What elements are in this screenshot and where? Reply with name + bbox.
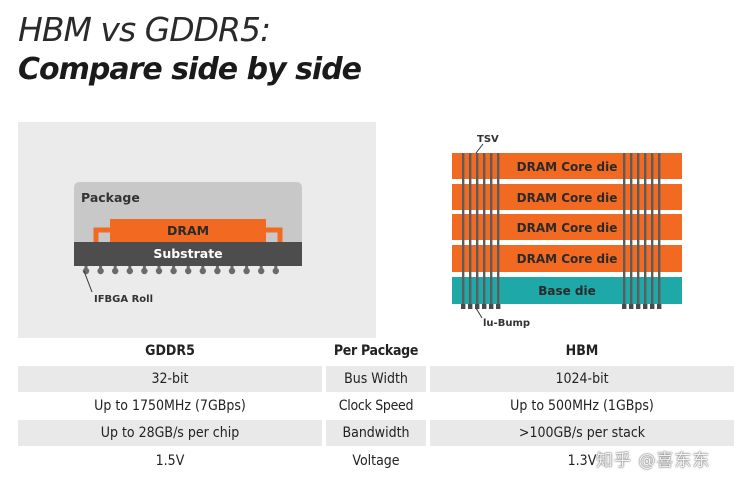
- tsv-line: [490, 153, 493, 306]
- solder-ball: [228, 267, 236, 275]
- solder-ball-leg: [142, 266, 146, 269]
- label-clock-speed: Clock Speed: [326, 393, 426, 419]
- solder-ball-leg: [113, 266, 117, 269]
- micro-bump: [636, 304, 641, 309]
- header-per-package: Per Package: [326, 338, 426, 364]
- gddr5-bus-width: 32-bit: [18, 366, 322, 392]
- solder-ball: [272, 267, 279, 275]
- solder-ball: [82, 267, 90, 275]
- dram-chip: [110, 219, 266, 242]
- watermark: 知乎 @喜东东: [596, 451, 711, 471]
- tsv-line: [462, 153, 465, 306]
- micro-bump: [475, 304, 480, 309]
- solder-ball-leg: [215, 266, 219, 269]
- solder-ball-leg: [99, 266, 103, 269]
- hbm-bus-width: 1024-bit: [430, 366, 734, 392]
- label-bandwidth: Bandwidth: [326, 420, 426, 446]
- tsv-line: [469, 153, 472, 306]
- ifbga-label: IFBGA Roll: [94, 294, 153, 305]
- solder-ball: [97, 267, 104, 275]
- solder-ball: [243, 267, 250, 275]
- core-die-label-1: DRAM Core die: [517, 160, 618, 174]
- tsv-line: [644, 153, 647, 306]
- solder-ball-leg: [186, 266, 190, 269]
- tsv-line: [637, 153, 640, 306]
- label-bus-width: Bus Width: [326, 366, 426, 392]
- tsv-line: [623, 153, 626, 306]
- micro-bump: [643, 304, 648, 309]
- hbm-voltage: 1.3V: [430, 448, 734, 474]
- solder-ball-leg: [245, 266, 249, 269]
- tsv-line: [476, 153, 479, 306]
- core-die-label-4: DRAM Core die: [517, 252, 618, 266]
- solder-ball-leg: [157, 266, 161, 269]
- solder-ball: [155, 267, 163, 275]
- gddr5-package: [74, 182, 302, 293]
- solder-ball-leg: [128, 266, 132, 269]
- gddr5-voltage: 1.5V: [18, 448, 322, 474]
- micro-bump: [629, 304, 634, 309]
- bump-label: lu-Bump: [483, 318, 530, 329]
- base-die-label: Base die: [538, 284, 596, 298]
- tsv-line: [658, 153, 661, 306]
- micro-bump: [461, 304, 466, 309]
- micro-bump: [496, 304, 501, 309]
- solder-ball-leg: [259, 266, 263, 269]
- hbm-bandwidth: >100GB/s per stack: [430, 420, 734, 446]
- solder-ball: [214, 267, 221, 275]
- tsv-label: TSV: [477, 134, 499, 145]
- header-hbm: HBM: [430, 338, 734, 364]
- hbm-clock-speed: Up to 500MHz (1GBps): [430, 393, 734, 419]
- package-label: Package: [81, 190, 140, 205]
- hbm-stack: [452, 143, 682, 319]
- tsv-line: [630, 153, 633, 306]
- tsv-columns: [461, 153, 662, 309]
- solder-balls: [82, 266, 279, 275]
- solder-ball: [141, 267, 148, 275]
- gddr5-bandwidth: Up to 28GB/s per chip: [18, 420, 322, 446]
- solder-ball-leg: [201, 266, 205, 269]
- solder-ball: [126, 267, 133, 275]
- tsv-line: [497, 153, 500, 306]
- solder-ball: [258, 267, 265, 275]
- micro-bump: [482, 304, 487, 309]
- solder-ball-leg: [274, 266, 278, 269]
- tsv-line: [651, 153, 654, 306]
- header-gddr5: GDDR5: [18, 338, 322, 364]
- micro-bump: [468, 304, 473, 309]
- solder-ball-leg: [230, 266, 234, 269]
- tsv-line: [483, 153, 486, 306]
- solder-ball: [199, 267, 206, 275]
- core-die-label-2: DRAM Core die: [517, 191, 618, 205]
- micro-bump: [622, 304, 627, 309]
- micro-bump: [650, 304, 655, 309]
- micro-bump: [657, 304, 662, 309]
- solder-ball-leg: [84, 266, 88, 269]
- solder-ball-leg: [172, 266, 176, 269]
- title-line-2: Compare side by side: [18, 52, 362, 87]
- label-voltage: Voltage: [326, 448, 426, 474]
- solder-ball: [112, 267, 119, 275]
- solder-ball: [170, 267, 177, 275]
- solder-ball: [185, 267, 192, 275]
- substrate-label: Substrate: [153, 246, 222, 261]
- micro-bump: [489, 304, 494, 309]
- gddr5-clock-speed: Up to 1750MHz (7GBps): [18, 393, 322, 419]
- title-line-1: HBM vs GDDR5:: [18, 10, 271, 49]
- dram-label: DRAM: [167, 223, 209, 238]
- core-die-label-3: DRAM Core die: [517, 221, 618, 235]
